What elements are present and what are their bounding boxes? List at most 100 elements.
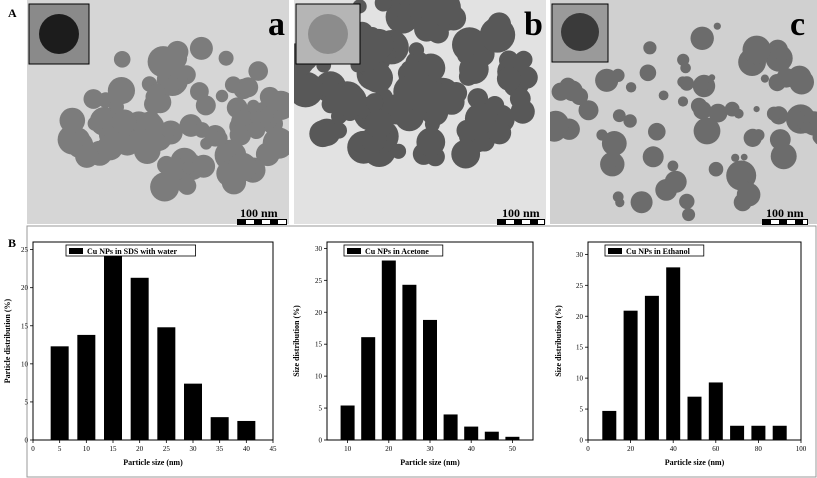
nanoparticle-shape	[658, 90, 669, 101]
row-b-label: B	[8, 236, 17, 250]
nanoparticle-shape	[113, 51, 131, 68]
y-tick-label: 20	[576, 313, 584, 321]
nanoparticle-shape	[787, 65, 812, 90]
y-tick-label: 10	[576, 375, 584, 383]
scale-label-c: 100 nm	[766, 206, 804, 220]
nanoparticle-shape	[247, 121, 266, 139]
nanoparticle-shape	[414, 16, 440, 42]
nanoparticle-shape	[496, 66, 522, 91]
bar	[130, 277, 149, 440]
y-tick-label: 20	[315, 309, 323, 317]
x-tick-label: 20	[136, 445, 144, 453]
nanoparticle-shape	[742, 35, 771, 64]
bar	[361, 337, 376, 440]
nanoparticle-shape	[189, 36, 213, 60]
nanoparticle-shape	[510, 99, 535, 124]
nanoparticle-shape	[713, 22, 721, 30]
tem-image-b	[294, 0, 546, 224]
chart-row-border	[26, 225, 817, 478]
x-axis-title: Particle size (nm)	[400, 458, 460, 467]
nanoparticle-shape	[812, 128, 817, 145]
nanoparticle-shape	[457, 47, 474, 64]
nanoparticle-shape	[609, 164, 617, 173]
nanoparticle-shape	[679, 193, 695, 210]
nanoparticle-shape	[693, 101, 712, 120]
nanoparticle-shape	[330, 122, 347, 139]
nanoparticle-shape	[692, 74, 716, 98]
x-tick-label: 10	[83, 445, 91, 453]
nanoparticle-shape	[416, 127, 446, 157]
bar	[50, 346, 69, 440]
nanoparticle-shape	[464, 103, 496, 134]
bar	[505, 436, 520, 440]
scale-bar-a	[237, 219, 287, 225]
nanoparticle-shape	[682, 208, 696, 222]
x-tick-label: 50	[509, 445, 517, 453]
x-tick-label: 40	[243, 445, 251, 453]
nanoparticle-shape	[708, 103, 728, 123]
nanoparticle-shape	[182, 161, 195, 174]
nanoparticle-shape	[677, 53, 690, 66]
nanoparticle-shape	[147, 46, 179, 78]
bar	[210, 417, 229, 440]
nanoparticle-shape	[479, 17, 516, 53]
nanoparticle-shape	[601, 131, 627, 156]
x-axis-title: Particle size (nm)	[665, 458, 725, 467]
nanoparticle-shape	[648, 122, 666, 141]
x-tick-label: 80	[755, 445, 763, 453]
nanoparticle-shape	[215, 89, 229, 103]
nanoparticle-shape	[218, 50, 234, 66]
nanoparticle-shape	[133, 137, 161, 164]
tem-image-a	[27, 0, 289, 224]
nanoparticle-shape	[578, 100, 599, 121]
nanoparticle-shape	[770, 143, 797, 170]
legend-box	[604, 244, 705, 257]
y-axis-title: Particle distribution (%)	[3, 298, 12, 383]
bar	[644, 295, 659, 440]
legend-swatch	[608, 248, 622, 254]
x-tick-label: 40	[468, 445, 476, 453]
nanoparticle-shape	[112, 109, 137, 135]
y-tick-label: 15	[21, 322, 29, 330]
bar	[708, 382, 723, 440]
nanoparticle-shape	[221, 170, 247, 195]
panel-letter-c: c	[790, 6, 806, 43]
nanoparticle-shape	[390, 143, 407, 159]
x-tick-label: 20	[385, 445, 393, 453]
bar	[666, 267, 681, 440]
x-tick-label: 15	[110, 445, 118, 453]
bar	[751, 425, 766, 440]
nanoparticle-shape	[550, 110, 569, 138]
nanoparticle-shape	[667, 160, 679, 172]
nanoparticle-shape	[374, 0, 392, 12]
nanoparticle-shape	[625, 82, 637, 93]
nanoparticle-shape	[595, 68, 619, 92]
tem-image-c	[550, 0, 817, 224]
nanoparticle-shape	[615, 198, 625, 208]
x-tick-label: 100	[796, 445, 807, 453]
bar	[340, 405, 355, 440]
nanoparticle-shape	[157, 155, 176, 175]
y-tick-label: 0	[319, 437, 323, 445]
nanoparticle-shape	[677, 96, 689, 107]
nanoparticle-shape	[600, 152, 625, 177]
nanoparticle-shape	[247, 99, 260, 113]
y-tick-label: 30	[576, 251, 584, 259]
nanoparticle-shape	[664, 170, 687, 193]
y-tick-label: 0	[25, 437, 29, 445]
nanoparticle-shape	[83, 89, 104, 109]
y-tick-label: 25	[21, 246, 29, 254]
nanoparticle-shape	[334, 84, 367, 118]
nanoparticle-shape	[150, 172, 180, 202]
nanoparticle-shape	[708, 161, 724, 177]
nanoparticle-shape	[740, 153, 748, 161]
nanoparticle-shape	[630, 191, 653, 214]
panel-letter-a: a	[268, 6, 285, 43]
x-tick-label: 30	[427, 445, 435, 453]
x-tick-label: 40	[670, 445, 678, 453]
nanoparticle-shape	[643, 41, 657, 55]
nanoparticle-shape	[75, 144, 99, 168]
nanoparticle-shape	[693, 117, 721, 145]
nanoparticle-shape	[97, 134, 123, 161]
y-tick-label: 10	[315, 373, 323, 381]
